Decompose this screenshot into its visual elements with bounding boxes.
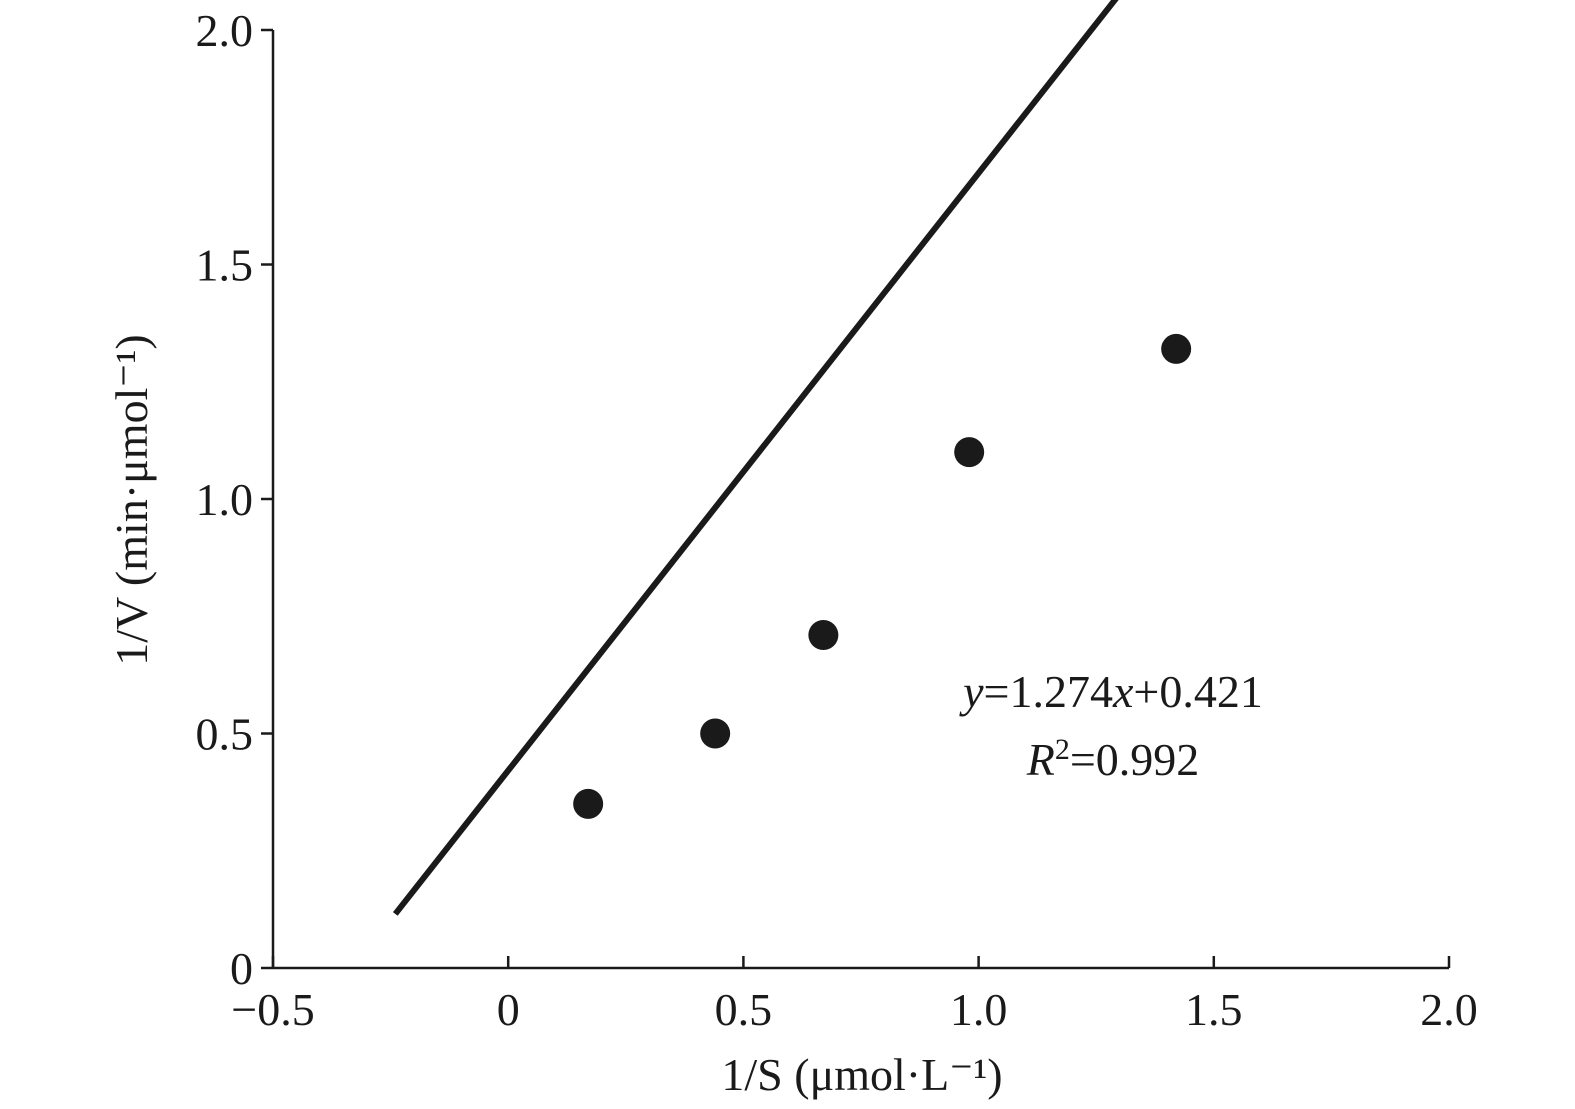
x-tick-label: 1.0 xyxy=(950,984,1008,1035)
fit-line-group xyxy=(392,0,1119,916)
equation-part-1: =1.274 xyxy=(984,666,1113,717)
r-squared-label: R2=0.992 xyxy=(1026,733,1200,785)
fit-line xyxy=(392,0,1119,916)
x-axis-title: 1/S (μmol·L⁻¹) xyxy=(721,1049,1002,1100)
equation-part-2: +0.421 xyxy=(1133,666,1262,717)
x-axis-ticks: −0.5 0 0.5 1.0 1.5 2.0 xyxy=(231,956,1478,1035)
axes xyxy=(271,30,1449,970)
data-point xyxy=(700,718,731,749)
data-point xyxy=(808,620,839,651)
y-tick-label: 0.5 xyxy=(196,709,254,760)
y-axis-ticks: 0 0.5 1.0 1.5 2.0 xyxy=(196,5,273,994)
y-axis-title: 1/V (min·μmol⁻¹) xyxy=(106,334,157,665)
y-tick-label: 0 xyxy=(230,943,253,994)
data-points xyxy=(573,333,1192,819)
fit-equation: y=1.274x+0.421 xyxy=(959,666,1263,717)
x-tick-label: 0 xyxy=(497,984,520,1035)
r-squared-var: R xyxy=(1026,734,1055,785)
x-tick-label: 2.0 xyxy=(1420,984,1478,1035)
data-point xyxy=(573,788,604,819)
y-tick-label: 2.0 xyxy=(196,5,254,56)
r-squared-value: =0.992 xyxy=(1070,734,1199,785)
equation-y-var: y xyxy=(959,666,984,717)
r-squared-sup: 2 xyxy=(1055,733,1070,766)
y-tick-label: 1.0 xyxy=(196,474,254,525)
data-point xyxy=(1161,333,1192,364)
data-point xyxy=(954,437,985,468)
x-tick-label: 1.5 xyxy=(1185,984,1243,1035)
x-tick-label: 0.5 xyxy=(715,984,773,1035)
y-tick-label: 1.5 xyxy=(196,240,254,291)
equation-x-var: x xyxy=(1112,666,1134,717)
x-tick-label: −0.5 xyxy=(231,984,314,1035)
